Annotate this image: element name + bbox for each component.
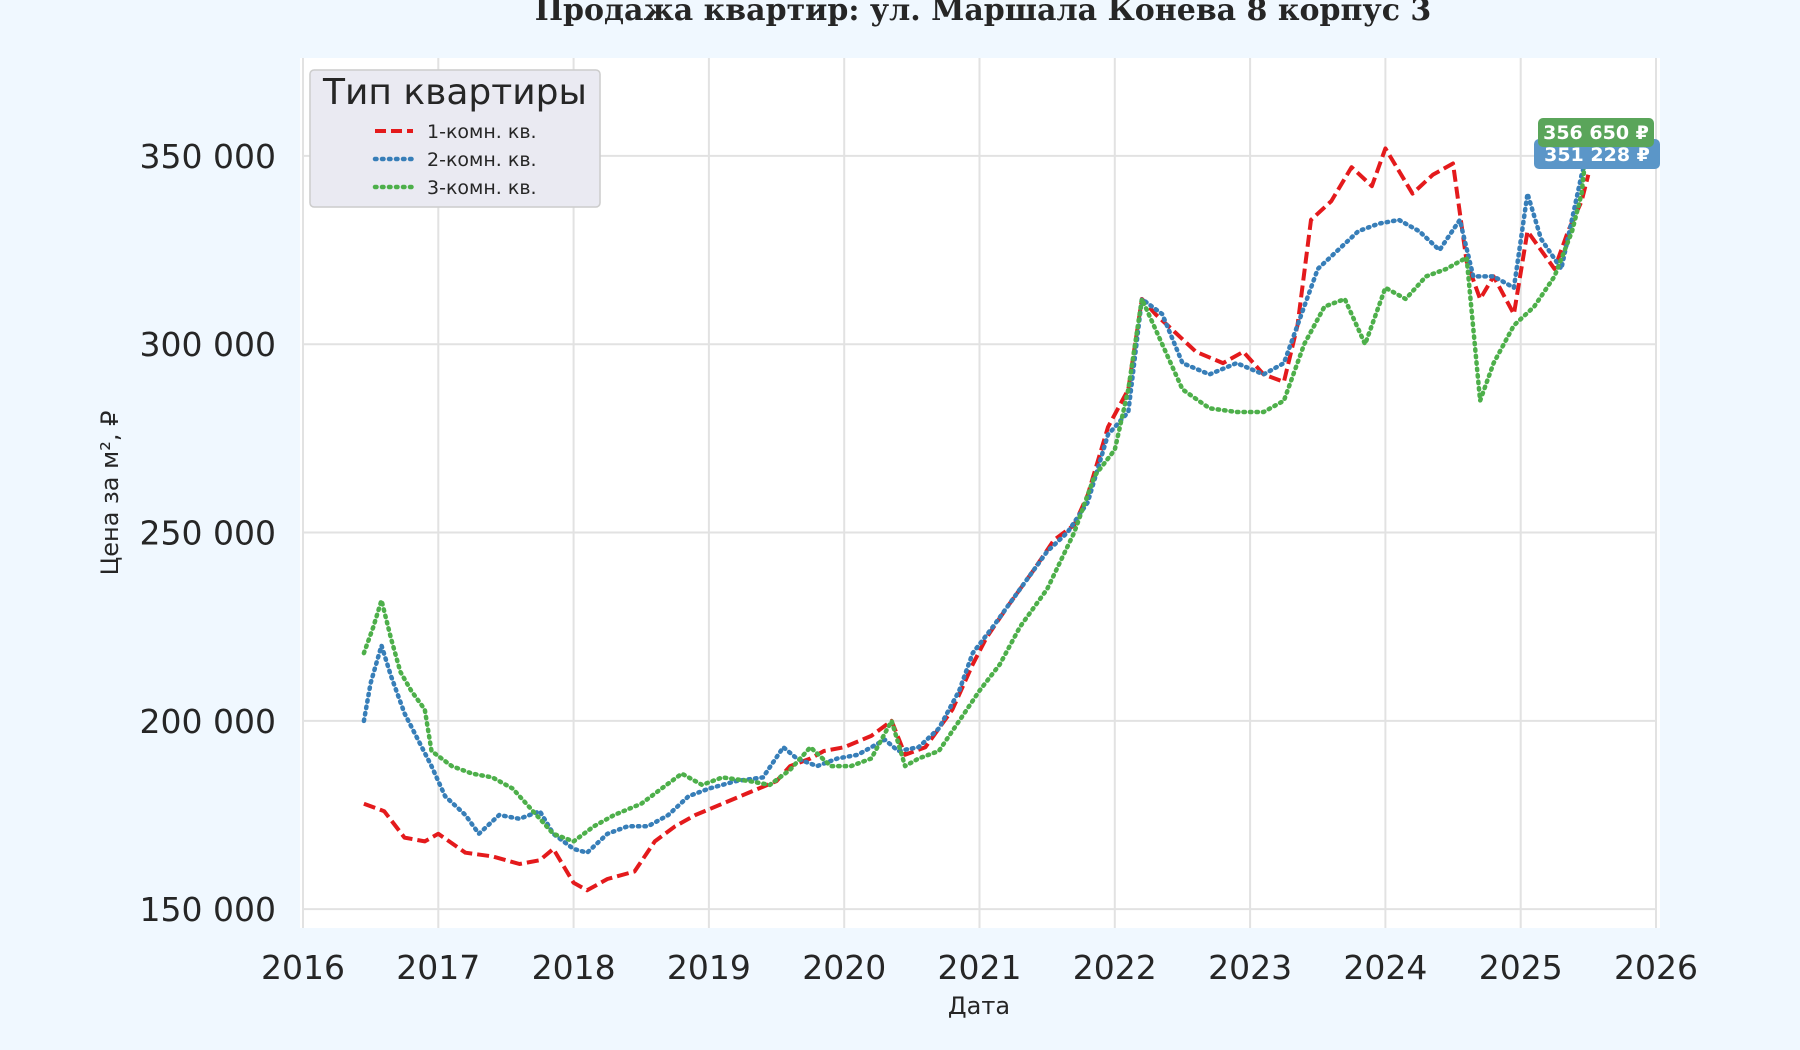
x-tick-label: 2021	[938, 948, 1022, 987]
legend-entry-3: 3-комн. кв.	[427, 177, 537, 199]
legend: Тип квартиры 1-комн. кв. 2-комн. кв. 3-к…	[309, 69, 601, 208]
end-label-text-1: 356 650 ₽	[1543, 122, 1649, 144]
x-tick-label: 2023	[1208, 948, 1292, 987]
y-tick-label: 250 000	[140, 514, 276, 553]
x-tick-label: 2016	[261, 948, 345, 987]
y-tick-label: 200 000	[140, 702, 276, 741]
chart-title: Продажа квартир: ул. Маршала Конева 8 ко…	[535, 0, 1432, 28]
x-tick-label: 2024	[1343, 948, 1427, 987]
end-label-badges: 351 228 ₽ 356 650 ₽	[1534, 118, 1660, 169]
legend-box	[309, 69, 601, 208]
x-tick-label: 2022	[1073, 948, 1157, 987]
series-line-2	[361, 149, 1591, 855]
end-label-text-2: 351 228 ₽	[1544, 144, 1650, 166]
series-line-3	[361, 128, 1591, 844]
legend-title: Тип квартиры	[322, 72, 587, 113]
x-tick-label: 2025	[1479, 948, 1563, 987]
y-axis-ticks: 150 000 200 000 250 000 300 000 350 000	[140, 137, 276, 929]
x-tick-label: 2020	[802, 948, 886, 987]
x-axis-label: Дата	[948, 992, 1010, 1020]
y-tick-label: 350 000	[140, 137, 276, 176]
x-tick-label: 2018	[532, 948, 616, 987]
x-tick-label: 2019	[667, 948, 751, 987]
y-tick-label: 150 000	[140, 890, 276, 929]
x-tick-label: 2017	[396, 948, 480, 987]
end-label-badge-1	[1538, 118, 1654, 147]
legend-entry-1: 1-комн. кв.	[427, 121, 537, 143]
y-axis-label: Цена за м², ₽	[96, 411, 124, 576]
x-axis-ticks: 2016 2017 2018 2019 2020 2021 2022 2023 2024 2025…	[261, 948, 1698, 987]
y-tick-label: 300 000	[140, 325, 276, 364]
legend-entry-2: 2-комн. кв.	[427, 149, 537, 171]
series-lines	[361, 128, 1591, 893]
x-tick-label: 2026	[1614, 948, 1698, 987]
